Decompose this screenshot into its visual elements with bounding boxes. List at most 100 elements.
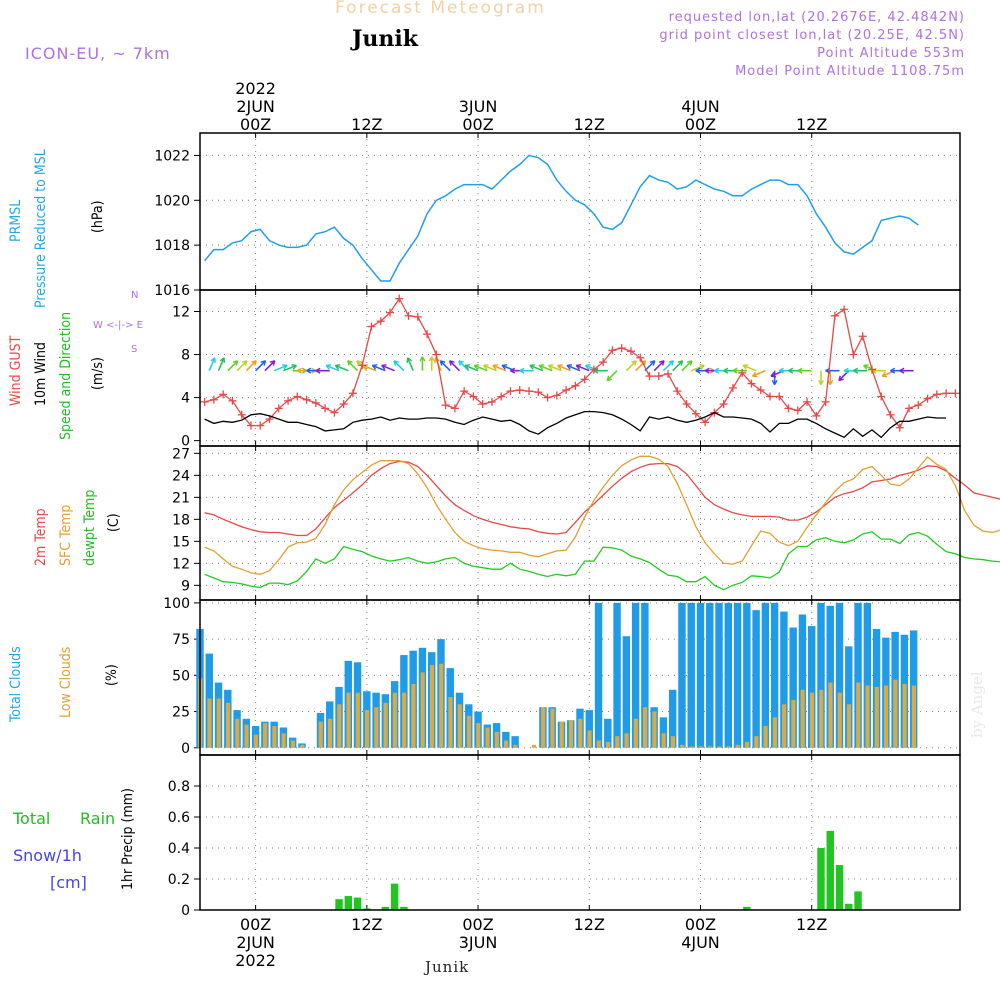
time-label-bottom: 3JUN <box>459 933 498 952</box>
time-label-top: 12Z <box>574 115 605 134</box>
bar-low-clouds <box>754 736 759 748</box>
wind-vector-head <box>334 365 340 370</box>
wind-vector-head <box>797 370 803 374</box>
wind-vector-head <box>510 367 516 372</box>
bar-low-clouds <box>680 744 685 748</box>
bar-low-clouds <box>846 704 852 748</box>
wind-vector-head <box>838 378 844 382</box>
precip-legend-cm: [cm] <box>50 873 87 892</box>
wind-vector-head <box>852 370 859 374</box>
wind-vector-head <box>788 370 794 374</box>
bar-low-clouds <box>902 684 907 748</box>
wind-vector <box>406 357 414 372</box>
y-tick-label: 0 <box>181 741 190 757</box>
wind-vector-head <box>640 360 646 363</box>
bar-total-clouds <box>696 602 705 748</box>
wind-vector-head <box>557 364 563 367</box>
wind-vector <box>217 357 225 372</box>
y-tick-label: 4 <box>181 391 190 407</box>
bar-precip <box>335 899 343 910</box>
bar-precip <box>381 906 390 910</box>
y-tick-label: 8 <box>181 348 190 364</box>
wind-vector-head <box>557 365 562 370</box>
wind-vector-head <box>448 360 452 366</box>
bar-low-clouds <box>281 733 286 748</box>
bar-total-clouds <box>604 718 612 748</box>
bar-low-clouds <box>791 699 796 748</box>
compass-we: W <-|-> E <box>93 320 143 331</box>
wind-vector <box>264 360 276 372</box>
wind-vector-head <box>283 365 288 370</box>
wind-vector <box>635 360 647 372</box>
bar-low-clouds <box>550 708 555 748</box>
wind-vector-head <box>829 379 834 386</box>
bar-total-clouds <box>863 602 872 748</box>
wind-vector-head <box>547 365 553 370</box>
wind-vector-head <box>393 360 397 366</box>
y-tick-label: 50 <box>172 668 190 684</box>
time-label-top: 2022 <box>235 79 276 98</box>
wind-vector <box>690 364 705 372</box>
bar-low-clouds <box>782 704 787 748</box>
wind-vector-head <box>407 357 413 362</box>
bar-total-clouds <box>845 646 853 748</box>
bar-low-clouds <box>504 740 509 748</box>
time-label-top: 12Z <box>351 115 382 134</box>
wind-vector-head <box>659 360 665 363</box>
wind-vector-head <box>566 364 573 367</box>
wind-vector-head <box>356 360 362 363</box>
wind-vector-head <box>539 364 545 367</box>
wind-vector-head <box>325 365 330 370</box>
wind-vector-head <box>419 356 424 362</box>
bar-total-clouds <box>668 689 677 748</box>
wind-vector-head <box>251 360 257 363</box>
wind-vector-head <box>296 367 302 372</box>
bar-low-clouds <box>772 717 777 748</box>
wind-vector-head <box>704 370 710 374</box>
wind-vector <box>681 360 693 372</box>
bar-low-clouds <box>828 682 833 748</box>
bar-total-clouds <box>678 602 686 748</box>
bar-precip <box>854 891 862 910</box>
bar-total-clouds <box>613 602 621 748</box>
wind-vector-head <box>241 360 248 363</box>
wind-vector-head <box>843 370 849 374</box>
bar-low-clouds <box>893 679 898 748</box>
wind-vector-head <box>381 364 387 367</box>
wind-vector-head <box>306 370 312 374</box>
wind-vector-head <box>483 365 488 370</box>
wind-vector-head <box>292 365 297 370</box>
time-label-bottom: 00Z <box>462 915 493 934</box>
wind-vector-head <box>677 360 683 363</box>
bar-low-clouds <box>513 744 518 748</box>
wind-vector <box>672 360 684 372</box>
bar-low-clouds <box>411 684 416 748</box>
wind-vector-head <box>346 360 350 366</box>
bar-low-clouds <box>457 704 462 748</box>
bar-low-clouds <box>420 672 425 748</box>
bar-total-clouds <box>706 602 714 748</box>
wind-vector-head <box>575 365 580 370</box>
wind-vector-head <box>510 370 516 374</box>
wind-vector-head <box>695 367 701 372</box>
bar-low-clouds <box>707 746 713 748</box>
bar-total-clouds <box>724 602 732 748</box>
wind-vector-head <box>492 365 497 370</box>
point-altitude: Point Altitude 553m <box>817 46 965 61</box>
wind-vector-head <box>774 379 778 386</box>
wind-vector-head <box>325 364 332 367</box>
wind-vector-head <box>838 375 841 381</box>
wind-vector <box>255 360 267 372</box>
wind-vector-head <box>585 364 591 367</box>
wind-vector-head <box>671 360 674 366</box>
y-tick-label: 21 <box>172 490 190 506</box>
wind-vector-head <box>723 367 729 372</box>
wind-vector-head <box>464 364 471 367</box>
bar-low-clouds <box>661 733 666 748</box>
wind-vector-head <box>296 370 302 374</box>
wind-vector-head <box>771 379 776 386</box>
wind-vector <box>335 364 349 372</box>
wind-vector-head <box>431 356 435 362</box>
precip-legend-total: Total <box>13 809 51 828</box>
bar-total-clouds <box>687 602 695 748</box>
